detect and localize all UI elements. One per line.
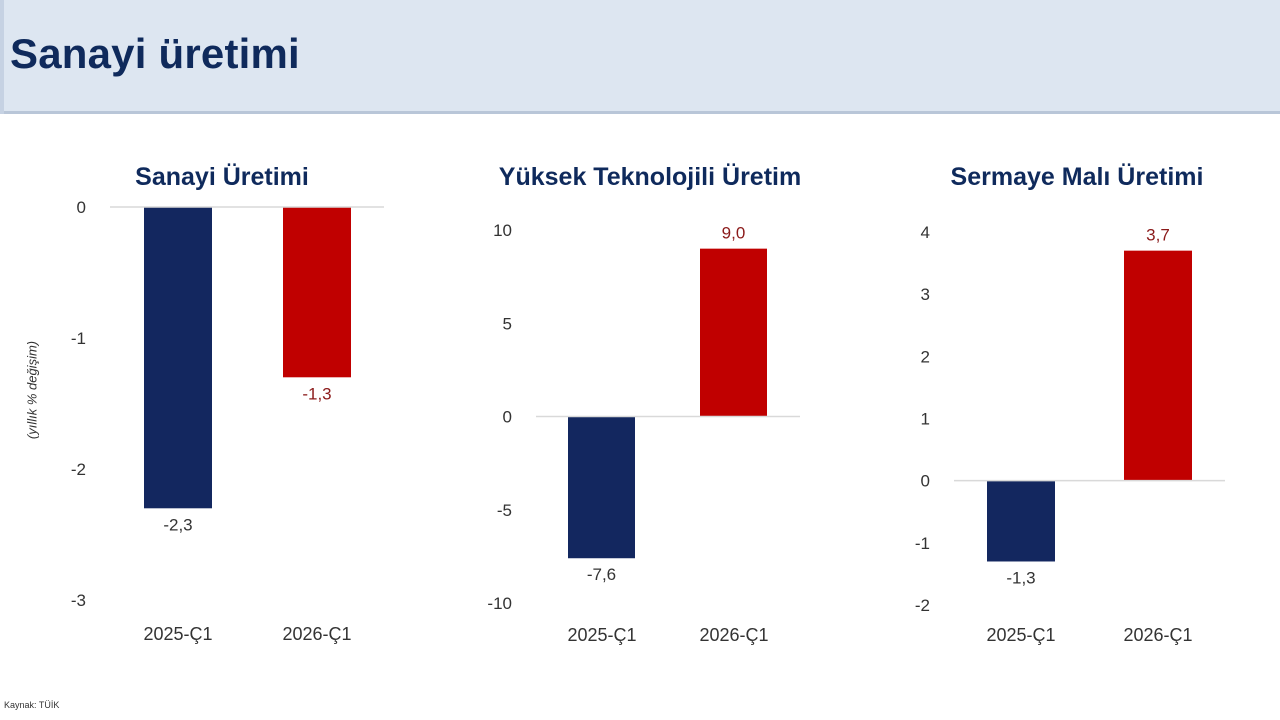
bar-2025-q1: [144, 207, 212, 509]
x-category-label: 2025-Ç1: [567, 625, 636, 645]
y-tick-label: 2: [921, 347, 930, 366]
data-label: -7,6: [587, 565, 616, 584]
chart-title: Sanayi Üretimi: [135, 162, 309, 191]
chart-yuksek-teknolojili-uretim: Yüksek Teknolojili Üretim 10 5 0 -5 -10 -7,6 9,…: [487, 162, 801, 645]
y-tick-label: 10: [493, 221, 512, 240]
data-label: 9,0: [722, 224, 746, 243]
x-category-label: 2025-Ç1: [143, 624, 212, 644]
y-tick-label: 0: [77, 198, 86, 217]
bar-2025-q1: [987, 480, 1055, 562]
bar-2026-q1: [700, 248, 767, 417]
data-label: -1,3: [1006, 568, 1035, 587]
x-category-label: 2026-Ç1: [1123, 625, 1192, 645]
y-tick-label: 5: [503, 314, 512, 333]
y-tick-label: -2: [915, 596, 930, 615]
y-tick-label: 0: [921, 472, 930, 491]
page-title: Sanayi üretimi: [10, 30, 300, 77]
y-tick-label: -1: [71, 329, 86, 348]
chart-title: Sermaye Malı Üretimi: [951, 162, 1204, 191]
chart-sermaye-mali-uretimi: Sermaye Malı Üretimi 4 3 2 1 0 -1 -2 -1,3 3,7 2025…: [915, 162, 1225, 645]
y-tick-label: -5: [497, 501, 512, 520]
bar-2026-q1: [283, 207, 351, 378]
y-tick-label: -1: [915, 534, 930, 553]
header-accent: [0, 0, 4, 114]
y-tick-label: -10: [487, 594, 512, 613]
y-tick-label: 1: [921, 410, 930, 429]
data-label: 3,7: [1146, 226, 1170, 245]
y-tick-label: 3: [921, 285, 930, 304]
bar-2026-q1: [1124, 250, 1192, 481]
x-category-label: 2025-Ç1: [986, 625, 1055, 645]
x-category-label: 2026-Ç1: [699, 625, 768, 645]
chart-sanayi-uretimi: Sanayi Üretimi 0 -1 -2 -3 -2,3 -1,3 2025-Ç1 2026…: [71, 162, 384, 644]
x-category-label: 2026-Ç1: [282, 624, 351, 644]
chart-title: Yüksek Teknolojili Üretim: [499, 162, 801, 191]
data-label: -2,3: [163, 515, 192, 534]
data-label: -1,3: [302, 384, 331, 403]
y-tick-label: -3: [71, 591, 86, 610]
y-tick-label: 4: [921, 223, 930, 242]
page-header: Sanayi üretimi: [0, 0, 1280, 114]
y-tick-label: -2: [71, 460, 86, 479]
bar-2025-q1: [568, 416, 635, 559]
y-tick-label: 0: [503, 408, 512, 427]
source-note: Kaynak: TÜİK: [4, 700, 60, 710]
